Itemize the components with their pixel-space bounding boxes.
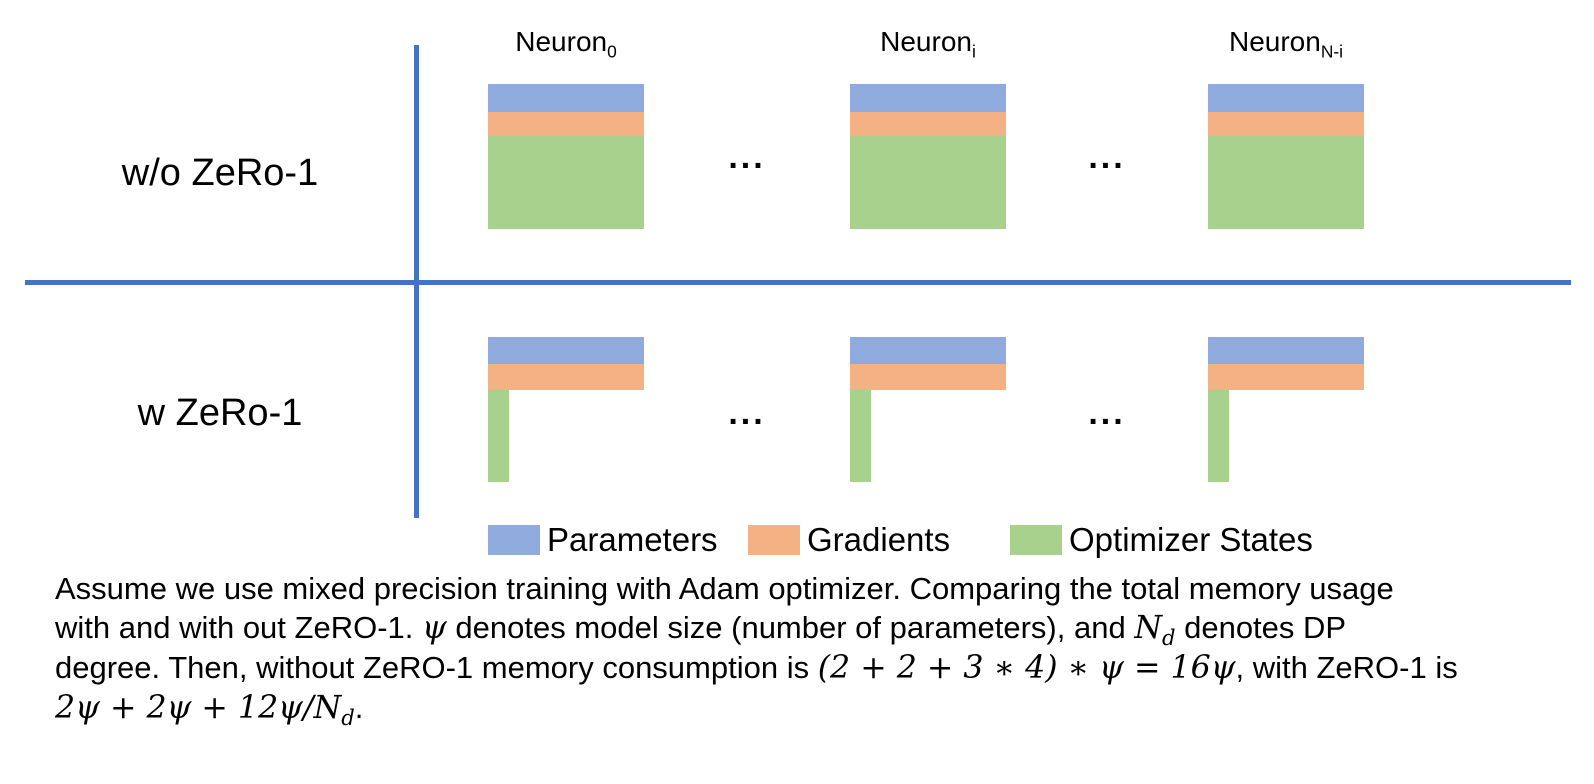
legend-item-gradients: Gradients [748,521,951,558]
optimizer-states-shard-segment [488,390,509,482]
memory-bar-without-zero1-neuron-0 [488,84,644,229]
gradients-segment [850,364,1006,390]
row-label-with-zero1: w ZeRo-1 [137,392,303,434]
ellipsis-bottom-right: ... [1088,394,1126,432]
parameters-segment [850,84,1006,112]
optimizer-states-swatch [1010,525,1062,555]
legend-item-parameters: Parameters [488,521,718,558]
nd-subscript: d [1161,625,1176,651]
neuron-label-base: Neuron [515,26,608,57]
neuron-label-base: Neuron [1228,26,1321,57]
optimizer-states-shard-segment [850,390,871,482]
gradients-segment [488,364,644,390]
caption-line-4: 2ψ + 2ψ + 12ψ/Nd. [55,688,1565,728]
neuron-label-base: Neuron [880,26,972,57]
caption-line-2: with and with out ZeRO-1. ψ denotes mode… [55,608,1565,648]
ellipsis-top-right: ... [1088,138,1126,176]
horizontal-divider-line [25,280,1571,285]
legend-label: Optimizer States [1069,521,1313,558]
gradients-segment [1208,112,1364,136]
memory-bar-with-zero1-neuron-n-i [1208,337,1364,482]
optimizer-states-segment [850,136,1006,229]
parameters-segment [488,84,644,112]
legend-label: Gradients [807,521,951,558]
caption-text: degree. Then, without ZeRO-1 memory cons… [55,650,818,685]
neuron-label-subscript: 0 [607,41,617,62]
column-label-neuron-i: Neuroni [808,26,1048,60]
memory-bar-with-zero1-neuron-0 [488,337,644,482]
parameters-segment [1208,337,1364,364]
caption: Assume we use mixed precision training w… [55,569,1565,728]
caption-line-3: degree. Then, without ZeRO-1 memory cons… [55,648,1565,688]
row-label-without-zero1: w/o ZeRo-1 [121,152,319,194]
caption-text: denotes model size (number of parameters… [446,610,1135,645]
legend-label: Parameters [547,521,718,558]
caption-text: with and with out ZeRO-1. [55,610,422,645]
memory-formula-without-zero1: (2 + 2 + 3 ∗ 4) ∗ ψ = 16ψ [817,650,1236,686]
gradients-segment [488,112,644,136]
memory-bar-with-zero1-neuron-i [850,337,1006,482]
gradients-swatch [748,525,800,555]
ellipsis-top-left: ... [728,138,766,176]
parameters-segment [488,337,644,364]
memory-bar-without-zero1-neuron-n-i [1208,84,1364,229]
caption-line-1: Assume we use mixed precision training w… [55,569,1565,608]
legend-item-optimizer-states: Optimizer States [1010,521,1313,558]
parameters-segment [850,337,1006,364]
parameters-segment [1208,84,1364,112]
column-label-neuron-0: Neuron0 [446,26,686,60]
caption-text: denotes DP [1175,610,1347,645]
column-label-neuron-n-i: NeuronN-i [1166,26,1406,60]
nd-symbol: N [1134,610,1162,646]
optimizer-states-shard-segment [1208,390,1229,482]
neuron-label-subscript: i [971,41,976,62]
nd-subscript: d [341,705,355,731]
ellipsis-bottom-left: ... [728,394,766,432]
parameters-swatch [488,525,540,555]
caption-text: Assume we use mixed precision training w… [55,571,1394,606]
psi-symbol: ψ [422,610,447,646]
optimizer-states-segment [488,136,644,229]
optimizer-states-segment [1208,136,1364,229]
caption-text: , with ZeRO-1 is [1235,650,1458,685]
neuron-label-subscript: N-i [1320,41,1344,62]
gradients-segment [1208,364,1364,390]
memory-bar-without-zero1-neuron-i [850,84,1006,229]
gradients-segment [850,112,1006,136]
memory-formula-with-zero1: 2ψ + 2ψ + 12ψ/N [55,690,342,726]
caption-text: . [354,690,364,725]
